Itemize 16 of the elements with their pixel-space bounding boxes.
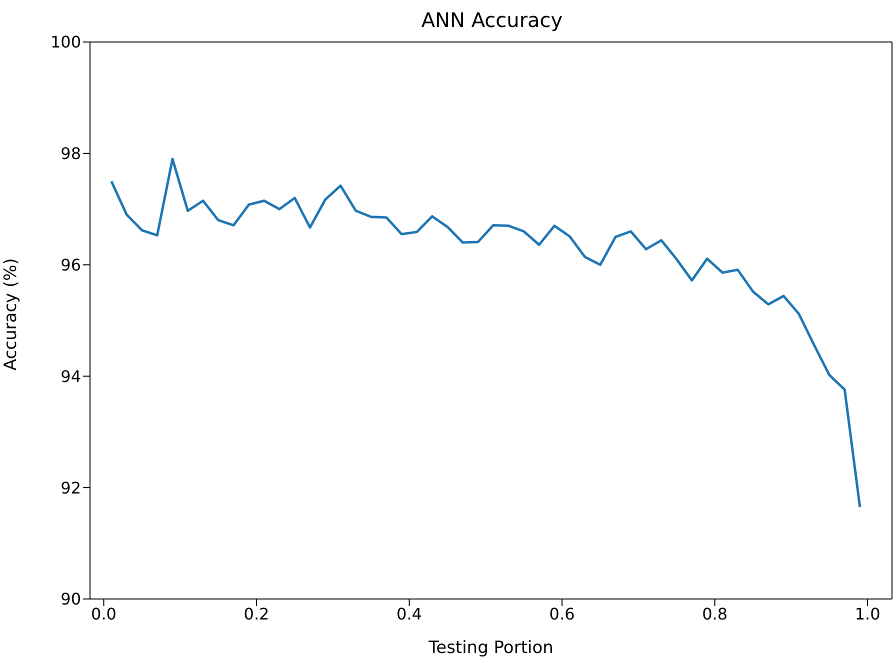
x-tick-label: 0.8	[702, 604, 728, 624]
chart-title: ANN Accuracy	[420, 8, 564, 32]
y-tick-label: 94	[60, 366, 81, 386]
x-axis-title: Testing Portion	[428, 638, 554, 658]
line-series	[110, 158, 862, 508]
x-tick-label: 0.6	[549, 604, 575, 624]
y-tick-label: 92	[60, 478, 81, 498]
y-tick-label: 96	[60, 255, 81, 274]
y-tick-label: 98	[60, 144, 81, 164]
x-tick-label: 0.4	[396, 604, 422, 624]
x-tick-label: 0.0	[91, 604, 116, 624]
y-tick-label: 100	[50, 32, 81, 52]
x-tick-label: 0.2	[244, 604, 270, 624]
y-tick-label: 90	[60, 590, 81, 609]
y-axis-title: Accuracy (%)	[1, 258, 22, 370]
x-tick-label: 1.0	[854, 604, 880, 624]
